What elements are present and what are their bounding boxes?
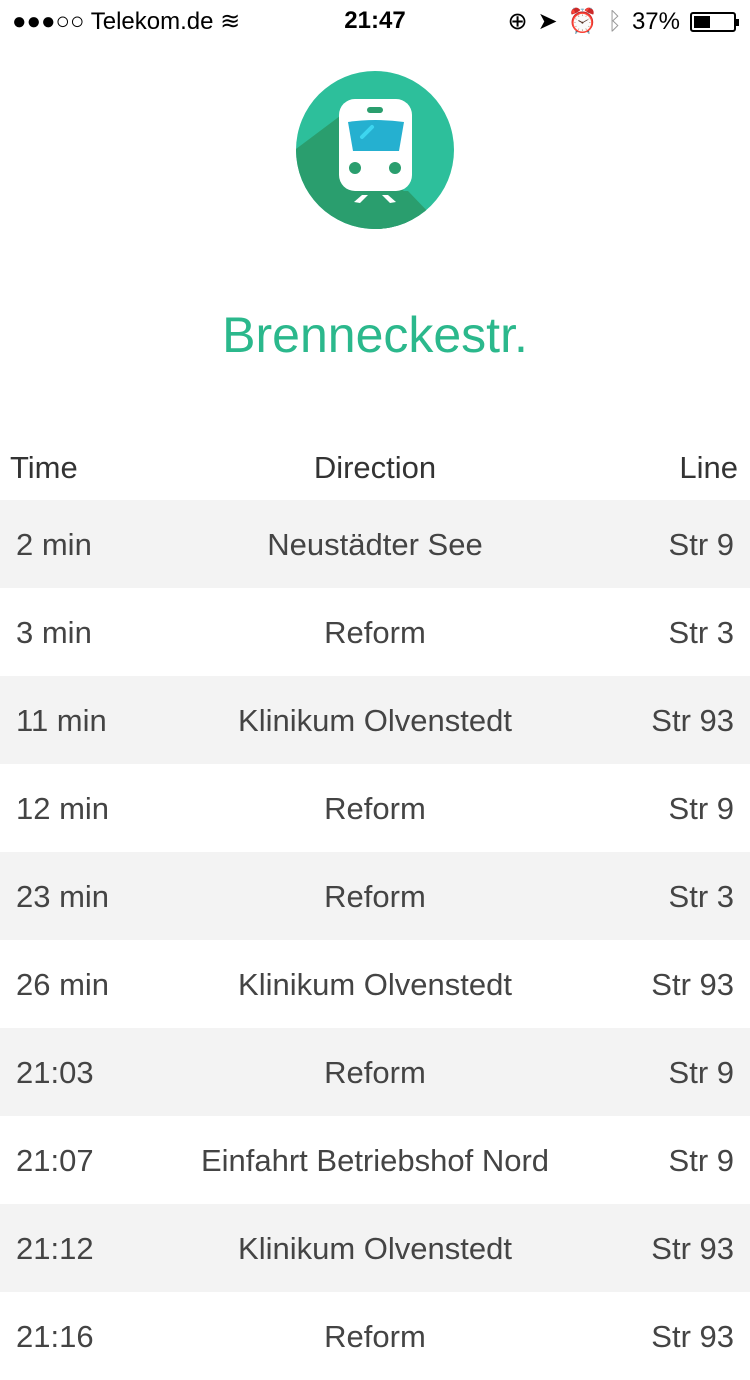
status-bar: ●●●○○ Telekom.de ≋ 21:47 ⊕ ➤ ⏰ ᛒ 37% [0, 0, 750, 40]
status-icons: ⊕ ➤ ⏰ ᛒ 37% [507, 7, 739, 36]
departure-time: 23 min [16, 879, 110, 914]
departure-line: Str 9 [668, 527, 734, 562]
departure-direction: Klinikum Olvenstedt [238, 967, 512, 1002]
departure-time: 21:07 [16, 1143, 94, 1178]
departure-direction: Klinikum Olvenstedt [238, 1231, 512, 1266]
departure-line: Str 9 [668, 1055, 734, 1090]
departure-time: 26 min [16, 967, 110, 1002]
location-icon: ➤ [537, 8, 558, 35]
clock: 21:47 [344, 7, 406, 34]
carrier: ●●●○○ Telekom.de ≋ [12, 7, 240, 36]
header-line: Line [679, 450, 738, 485]
header-direction: Direction [313, 450, 437, 485]
departure-line: Str 3 [668, 615, 734, 650]
departure-row[interactable]: 21:12 Klinikum Olvenstedt Str 93 [0, 1204, 750, 1292]
departure-line: Str 93 [651, 967, 734, 1002]
departure-row[interactable]: 21:03 Reform Str 9 [0, 1028, 750, 1116]
departure-time: 2 min [16, 527, 92, 562]
battery-icon [690, 11, 739, 32]
departure-direction: Reform [324, 879, 426, 914]
departure-line: Str 9 [668, 791, 734, 826]
departure-row[interactable]: 23 min Reform Str 3 [0, 852, 750, 940]
departure-time: 21:03 [16, 1055, 94, 1090]
train-app-logo [296, 71, 454, 229]
battery-percent: 37% [631, 7, 680, 35]
departure-row[interactable]: 2 min Neustädter See Str 9 [0, 500, 750, 588]
departure-time: 3 min [16, 615, 92, 650]
table-header: Time Direction Line [0, 450, 750, 490]
alarm-icon: ⏰ [567, 8, 598, 35]
wifi-icon: ≋ [220, 8, 241, 35]
departure-time: 12 min [16, 791, 110, 826]
departure-line: Str 3 [668, 879, 734, 914]
carrier-label: ●●●○○ Telekom.de [12, 8, 214, 35]
departure-row[interactable]: 21:07 Einfahrt Betriebshof Nord Str 9 [0, 1116, 750, 1204]
departure-time: 21:12 [16, 1231, 94, 1266]
departure-line: Str 93 [651, 1319, 734, 1354]
departure-line: Str 93 [651, 1231, 734, 1266]
departure-row[interactable]: 11 min Klinikum Olvenstedt Str 93 [0, 676, 750, 764]
header-time: Time [10, 450, 78, 485]
rotation-lock-icon: ⊕ [507, 8, 528, 35]
departure-row[interactable]: 21:16 Reform Str 93 [0, 1292, 750, 1380]
departure-row[interactable]: 26 min Klinikum Olvenstedt Str 93 [0, 940, 750, 1028]
departure-line: Str 93 [651, 703, 734, 738]
departure-direction: Klinikum Olvenstedt [238, 703, 512, 738]
departure-direction: Reform [324, 1055, 426, 1090]
departures-list[interactable]: 2 min Neustädter See Str 9 3 min Reform Str 3… [0, 500, 750, 1380]
departure-row[interactable]: 12 min Reform Str 9 [0, 764, 750, 852]
bluetooth-icon: ᛒ [607, 7, 622, 35]
departure-direction: Reform [324, 791, 426, 826]
departure-direction: Einfahrt Betriebshof Nord [200, 1143, 550, 1178]
departure-direction: Reform [324, 1319, 426, 1354]
departure-direction: Neustädter See [267, 527, 483, 562]
departure-row[interactable]: 3 min Reform Str 3 [0, 588, 750, 676]
departure-line: Str 9 [668, 1143, 734, 1178]
departure-time: 11 min [16, 703, 107, 738]
departure-direction: Reform [324, 615, 426, 650]
station-title: Brenneckestr. [222, 307, 528, 363]
